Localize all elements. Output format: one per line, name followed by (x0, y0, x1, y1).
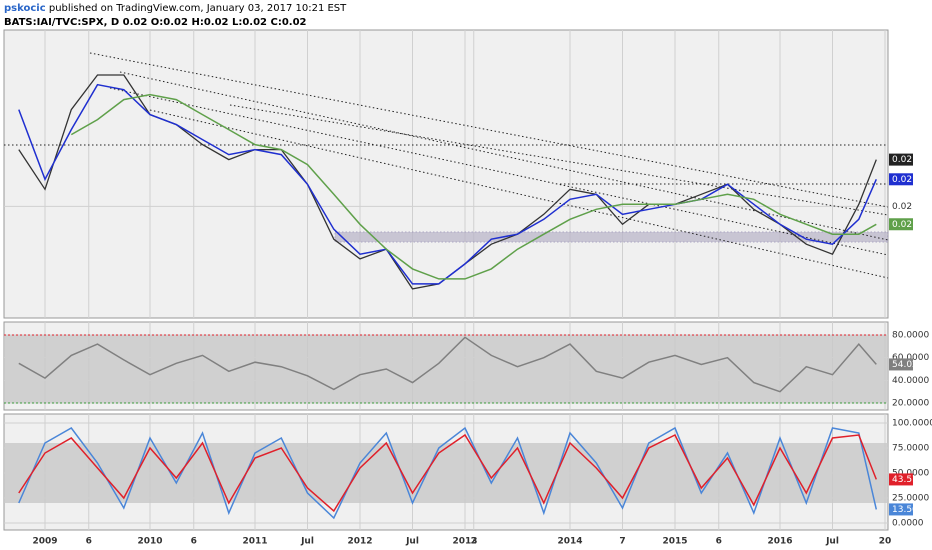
published: published on TradingView.com, January 03… (49, 3, 347, 14)
last-value-label: 43.5721 (892, 475, 929, 485)
x-tick-label: 2012 (347, 537, 372, 547)
x-tick-label: 6 (716, 537, 722, 547)
main-panel (3, 29, 889, 319)
last-value-tag (889, 503, 913, 516)
x-tick-label: Jul (825, 537, 839, 547)
y-tick-label: 40.0000 (892, 376, 929, 386)
last-value-label: 54.0268 (892, 360, 929, 370)
band (4, 335, 888, 403)
x-tick-label: 20 (879, 537, 892, 547)
symbol-line: BATS:IAI/TVC:SPX, D 0.02 O:0.02 H:0.02 L… (4, 17, 307, 28)
y-tick-label: 20.0000 (892, 398, 929, 408)
last-value-tag (889, 473, 913, 486)
x-tick-label: 6 (86, 537, 92, 547)
x-tick-label: 6 (191, 537, 197, 547)
x-tick-label: Jul (405, 537, 419, 547)
y-tick-label: 25.0000 (892, 494, 929, 504)
x-tick-label: 2 (471, 537, 477, 547)
last-value-label: 0.02 (892, 155, 912, 165)
x-tick-label: 2013 (452, 537, 477, 547)
y-tick-label: 60.0000 (892, 353, 929, 363)
x-tick-label: 2015 (662, 537, 687, 547)
last-value-tag (889, 173, 913, 186)
trend-line (109, 87, 889, 256)
author[interactable]: pskocic (4, 3, 46, 14)
x-tick-label: 2009 (32, 537, 57, 547)
series-line (18, 83, 877, 285)
x-tick-label: 7 (619, 537, 625, 547)
series-line (18, 433, 877, 513)
y-tick-label: 100.0000 (892, 419, 932, 429)
y-tick-label: 0.0000 (892, 519, 924, 529)
series-line (70, 93, 877, 280)
header-line: pskocic published on TradingView.com, Ja… (4, 3, 347, 14)
last-value-tag (889, 358, 913, 371)
last-value-label: 13.5677 (892, 505, 929, 515)
x-tick-label: 2011 (242, 537, 267, 547)
support-zone (334, 231, 889, 243)
series-line (18, 336, 877, 393)
trend-line (89, 52, 889, 208)
last-value-tag (889, 153, 913, 166)
y-tick-label: 75.0000 (892, 444, 929, 454)
x-tick-label: Jul (300, 537, 314, 547)
grid-layer (4, 30, 888, 530)
y-tick-label: 80.0000 (892, 331, 929, 341)
x-tick-label: 2010 (137, 537, 162, 547)
last-value-tag (889, 218, 913, 231)
trend-line (119, 71, 889, 241)
x-tick-label: 2014 (557, 537, 582, 547)
last-value-label: 0.02 (892, 220, 912, 230)
last-value-label: 0.02 (892, 175, 912, 185)
x-tick-label: 2016 (767, 537, 792, 547)
y-tick-label: 0.02 (892, 202, 912, 212)
